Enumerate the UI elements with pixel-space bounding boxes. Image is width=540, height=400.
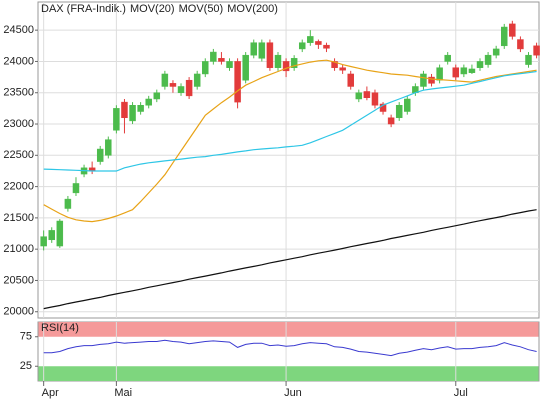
candle-body — [404, 98, 411, 112]
rsi-title: RSI(14) — [41, 322, 79, 334]
candle-body — [185, 79, 193, 97]
candle-body — [331, 61, 338, 68]
y-tick-label: 21500 — [3, 212, 34, 224]
candle-body — [234, 61, 241, 103]
candle-body — [129, 104, 136, 122]
candle-body — [307, 36, 314, 43]
candle-body — [355, 92, 363, 100]
candle-body — [121, 101, 128, 119]
legend-entry: MOV(20) — [130, 3, 175, 15]
x-tick-label: Apr — [42, 387, 59, 399]
candle-body — [492, 48, 500, 56]
candle-body — [193, 73, 201, 87]
candle-body — [290, 58, 298, 68]
candle-body — [517, 39, 524, 50]
legend-entry: MOV(200) — [227, 3, 278, 15]
moving-average-line — [43, 59, 537, 223]
candle-body — [258, 42, 266, 59]
candle-body — [113, 108, 120, 131]
candle-body — [282, 61, 290, 72]
candle-body — [64, 198, 72, 209]
main-frame — [37, 1, 540, 319]
y-tick-label: 21000 — [3, 243, 34, 255]
candle-body — [298, 42, 306, 50]
candle-body — [169, 83, 177, 87]
candle-body — [452, 67, 460, 78]
candle-body — [363, 91, 371, 98]
rsi-band — [38, 322, 539, 337]
y-tick-label: 75 — [20, 331, 32, 343]
candle-body — [177, 86, 185, 93]
candle-body — [210, 51, 217, 62]
candle-body — [436, 67, 443, 81]
moving-average-line — [43, 70, 537, 172]
candle-body — [153, 92, 161, 100]
candle-body — [501, 26, 508, 47]
rsi-line — [43, 339, 537, 357]
candle-body — [468, 68, 476, 73]
candle-body — [96, 148, 104, 162]
candle-body — [202, 61, 209, 75]
candle-body — [533, 45, 540, 56]
y-tick-label: 22000 — [3, 181, 34, 193]
candle-body — [218, 58, 225, 62]
candle-body — [105, 139, 112, 156]
candle-body — [395, 104, 403, 119]
y-tick-label: 25 — [20, 360, 32, 372]
x-tick-label: Jul — [454, 387, 468, 399]
candle-body — [428, 76, 435, 84]
candle-body — [72, 183, 80, 194]
moving-average-line — [43, 209, 537, 310]
y-tick-label: 23500 — [3, 87, 34, 99]
candle-body — [242, 54, 249, 81]
candle-body — [476, 61, 484, 68]
x-tick-label: Mai — [114, 387, 132, 399]
y-tick-label: 24500 — [3, 24, 34, 36]
y-tick-label: 22500 — [3, 149, 34, 161]
candle-body — [339, 67, 346, 71]
y-tick-label: 20500 — [3, 274, 34, 286]
candle-body — [226, 61, 233, 68]
legend-entry: DAX (FRA-Indik.) — [41, 3, 126, 15]
candle-body — [137, 104, 144, 112]
candle-body — [444, 54, 451, 62]
candle-body — [48, 230, 55, 241]
candle-body — [420, 73, 427, 87]
candle-body — [266, 42, 274, 68]
candle-body — [145, 98, 152, 106]
candle-body — [56, 220, 64, 247]
rsi-band — [38, 366, 539, 381]
y-tick-label: 23000 — [3, 118, 34, 130]
candle-body — [274, 54, 282, 68]
candle-body — [484, 54, 492, 65]
candle-body — [323, 44, 330, 49]
x-tick-label: Jun — [284, 387, 302, 399]
candle-body — [525, 54, 532, 65]
candle-body — [460, 67, 468, 75]
candle-body — [250, 42, 258, 56]
y-tick-label: 20000 — [3, 306, 34, 318]
y-tick-label: 24000 — [3, 55, 34, 67]
candle-body — [371, 92, 379, 106]
candle-body — [347, 73, 354, 87]
candle-body — [40, 236, 47, 247]
legend-entry: MOV(50) — [179, 3, 224, 15]
candle-body — [161, 73, 169, 87]
candle-body — [315, 41, 322, 45]
candle-body — [387, 117, 395, 125]
candle-body — [509, 23, 516, 37]
